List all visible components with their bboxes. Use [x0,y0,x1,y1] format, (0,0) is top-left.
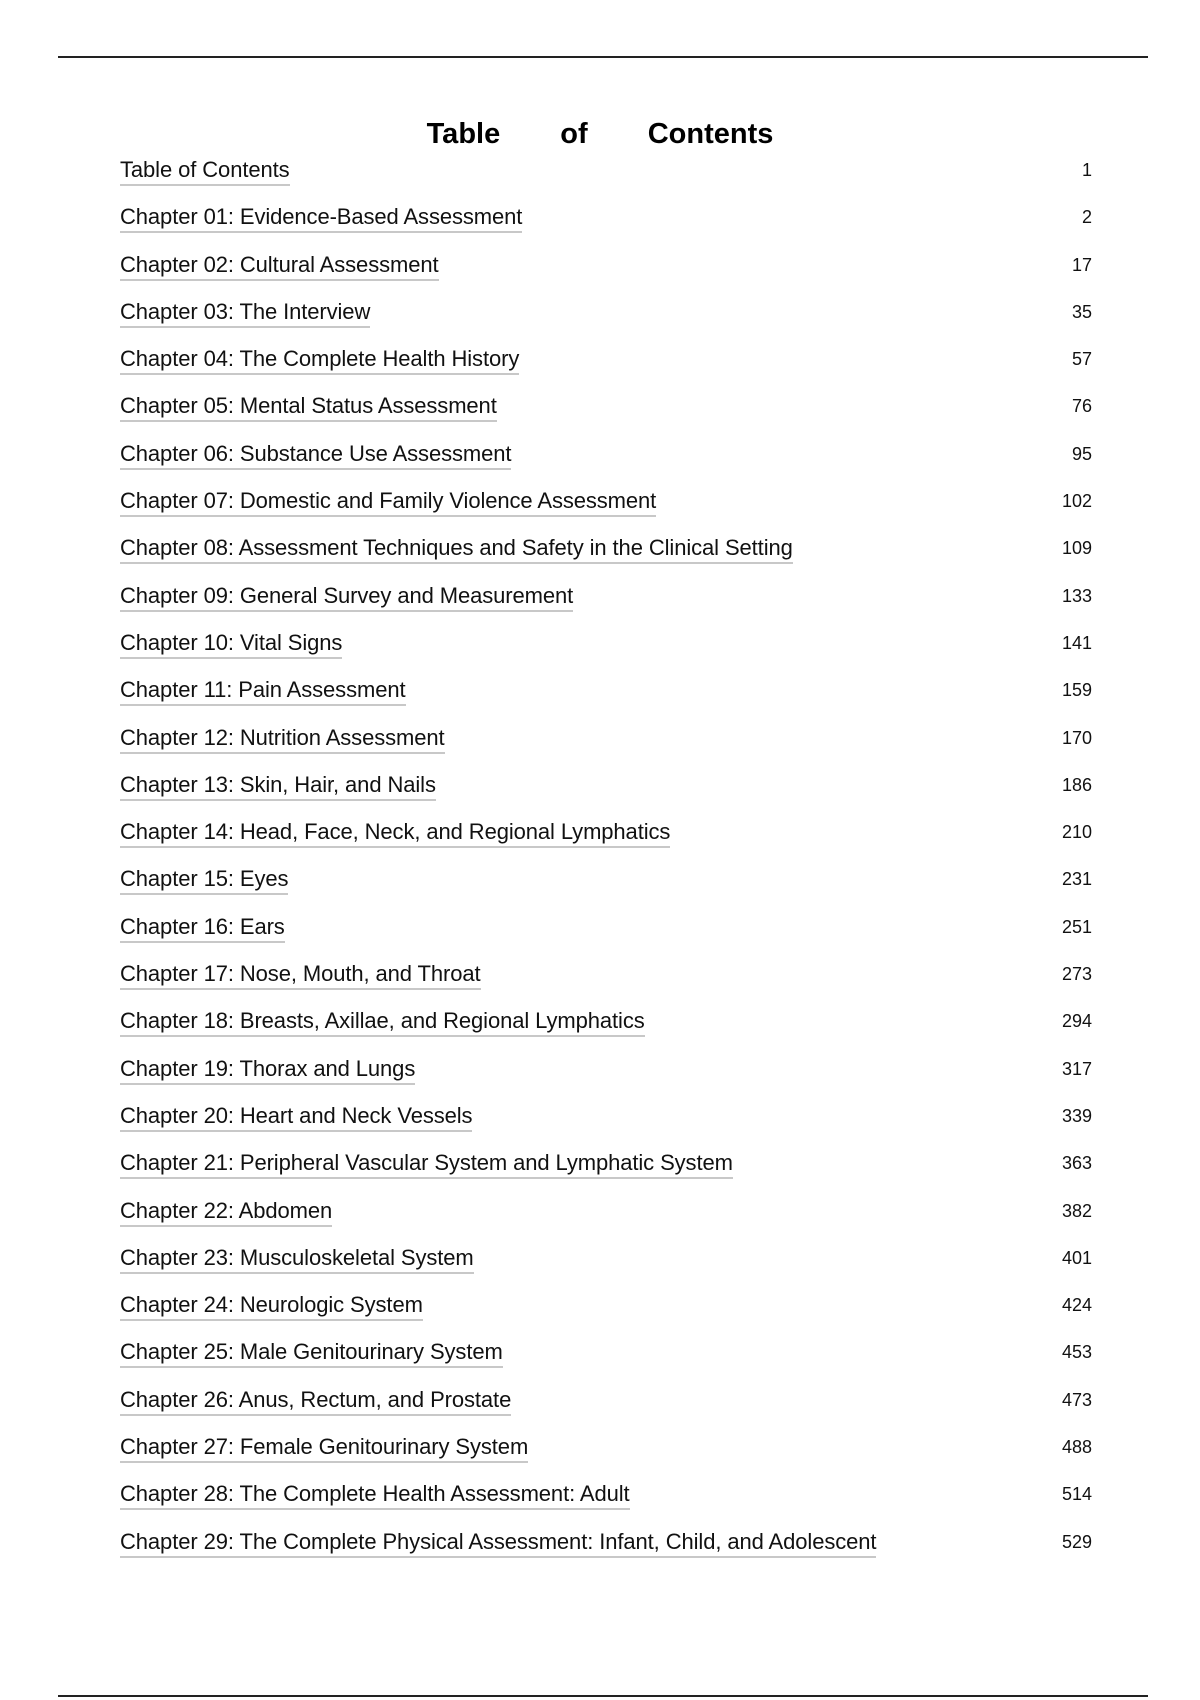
toc-page-number: 382 [1061,1200,1092,1221]
toc-entry-link[interactable]: Chapter 27: Female Genitourinary System [120,1434,528,1464]
footer-rule [58,1695,1148,1697]
toc-page-number: 95 [1071,443,1092,464]
toc-entry: Chapter 23: Musculoskeletal System 401 [120,1245,1092,1292]
toc-entry-link[interactable]: Chapter 07: Domestic and Family Violence… [120,488,656,518]
toc-page-number: 401 [1061,1247,1092,1268]
toc-entry-link[interactable]: Chapter 14: Head, Face, Neck, and Region… [120,819,670,849]
toc-entry: Chapter 21: Peripheral Vascular System a… [120,1150,1092,1197]
toc-entry: Chapter 12: Nutrition Assessment 170 [120,725,1092,772]
toc-entry: Chapter 07: Domestic and Family Violence… [120,488,1092,535]
toc-page-number: 294 [1061,1011,1092,1032]
toc-page-number: 102 [1061,491,1092,512]
toc-entry-link[interactable]: Chapter 13: Skin, Hair, and Nails [120,772,436,801]
toc-page-number: 186 [1061,774,1092,795]
toc-page-number: 133 [1061,585,1092,606]
toc-page-number: 210 [1061,822,1092,843]
toc-entry: Chapter 10: Vital Signs 141 [120,630,1092,677]
toc-page-number: 317 [1061,1058,1092,1079]
toc-entry-link[interactable]: Table of Contents [120,157,290,186]
toc-entry-link[interactable]: Chapter 26: Anus, Rectum, and Prostate [120,1387,511,1416]
toc-entry: Chapter 26: Anus, Rectum, and Prostate 47… [120,1387,1092,1434]
toc-page-number: 529 [1061,1531,1092,1552]
toc-entry-link[interactable]: Chapter 28: The Complete Health Assessme… [120,1481,630,1511]
toc-entry: Chapter 28: The Complete Health Assessme… [120,1481,1092,1528]
toc-page-number: 339 [1061,1105,1092,1126]
toc-entry-link[interactable]: Chapter 09: General Survey and Measureme… [120,583,573,612]
toc-entry-link[interactable]: Chapter 12: Nutrition Assessment [120,725,445,754]
toc-entry: Chapter 24: Neurologic System 424 [120,1292,1092,1339]
toc-page-number: 2 [1081,207,1092,228]
toc-entry-link[interactable]: Chapter 17: Nose, Mouth, and Throat [120,961,481,991]
toc-entry: Chapter 29: The Complete Physical Assess… [120,1529,1092,1576]
toc-entry-link[interactable]: Chapter 11: Pain Assessment [120,677,406,707]
toc-entry: Chapter 05: Mental Status Assessment 76 [120,393,1092,440]
toc-entry-link[interactable]: Chapter 22: Abdomen [120,1198,332,1227]
toc-entry: Chapter 22: Abdomen 382 [120,1198,1092,1245]
page-title: Table of Contents [426,118,774,150]
toc-entry-link[interactable]: Chapter 25: Male Genitourinary System [120,1339,503,1369]
toc-page-number: 251 [1061,916,1092,937]
toc-page-number: 170 [1061,727,1092,748]
toc-entry: Chapter 01: Evidence-Based Assessment 2 [120,204,1092,251]
toc-entry-link[interactable]: Chapter 20: Heart and Neck Vessels [120,1103,473,1132]
toc-page-number: 1 [1081,160,1092,180]
toc-entry: Chapter 06: Substance Use Assessment 95 [120,441,1092,488]
toc-entry-link[interactable]: Chapter 08: Assessment Techniques and Sa… [120,535,793,565]
toc-entry-link[interactable]: Chapter 10: Vital Signs [120,630,342,659]
toc-entry-link[interactable]: Chapter 29: The Complete Physical Assess… [120,1529,877,1558]
toc-page-number: 76 [1071,396,1092,417]
toc-page-number: 488 [1061,1437,1092,1458]
toc-entry-link[interactable]: Chapter 05: Mental Status Assessment [120,393,497,423]
toc-entry-link[interactable]: Chapter 03: The Interview [120,299,370,328]
toc-entry-link[interactable]: Chapter 19: Thorax and Lungs [120,1056,415,1085]
toc-page-number: 473 [1061,1389,1092,1410]
toc-entry-link[interactable]: Chapter 23: Musculoskeletal System [120,1245,474,1274]
toc-entry: Chapter 27: Female Genitourinary System 4… [120,1434,1092,1481]
toc-entry: Chapter 04: The Complete Health History 5… [120,346,1092,393]
toc-page-number: 273 [1061,964,1092,985]
toc-entry-link[interactable]: Chapter 24: Neurologic System [120,1292,423,1322]
toc-entry: Chapter 02: Cultural Assessment 17 [120,252,1092,299]
toc-entry: Chapter 19: Thorax and Lungs 317 [120,1056,1092,1103]
toc-entry-link[interactable]: Chapter 04: The Complete Health History [120,346,519,376]
toc-page-number: 363 [1061,1153,1092,1174]
toc-page-number: 424 [1061,1295,1092,1316]
toc-entry-link[interactable]: Chapter 18: Breasts, Axillae, and Region… [120,1008,645,1038]
toc-page-number: 159 [1061,680,1092,701]
toc-entry: Chapter 25: Male Genitourinary System 453 [120,1339,1092,1386]
toc-entry-link[interactable]: Chapter 15: Eyes [120,866,288,896]
toc-entry: Chapter 11: Pain Assessment 159 [120,677,1092,724]
toc-entry: Chapter 20: Heart and Neck Vessels 339 [120,1103,1092,1150]
toc-entry: Chapter 16: Ears 251 [120,914,1092,961]
toc-entry-link[interactable]: Chapter 21: Peripheral Vascular System a… [120,1150,733,1180]
toc-page-number: 514 [1061,1484,1092,1505]
toc-entry: Chapter 17: Nose, Mouth, and Throat 273 [120,961,1092,1008]
toc-entry-link[interactable]: Chapter 16: Ears [120,914,285,943]
toc-entry: Chapter 03: The Interview 35 [120,299,1092,346]
toc-entry: Chapter 08: Assessment Techniques and Sa… [120,535,1092,582]
toc-page-number: 231 [1061,869,1092,890]
header-rule [58,56,1148,58]
toc-page-number: 453 [1061,1342,1092,1363]
toc-entry-link[interactable]: Chapter 02: Cultural Assessment [120,252,439,281]
toc-entry-link[interactable]: Chapter 06: Substance Use Assessment [120,441,511,470]
toc-entry: Chapter 14: Head, Face, Neck, and Region… [120,819,1092,866]
toc-entry: Table of Contents 1 [120,157,1092,204]
toc-page-number: 109 [1061,538,1092,559]
toc-entry: Chapter 18: Breasts, Axillae, and Region… [120,1008,1092,1055]
toc-entry: Chapter 15: Eyes 231 [120,866,1092,913]
table-of-contents: Table of Contents 1 Chapter 01: Evidence-B… [120,157,1092,1576]
toc-page-number: 17 [1071,254,1092,275]
toc-page-number: 35 [1071,301,1092,322]
toc-page-number: 141 [1061,632,1092,653]
toc-entry: Chapter 09: General Survey and Measureme… [120,583,1092,630]
toc-entry-link[interactable]: Chapter 01: Evidence-Based Assessment [120,204,522,234]
toc-entry: Chapter 13: Skin, Hair, and Nails 186 [120,772,1092,819]
toc-page-number: 57 [1071,349,1092,370]
